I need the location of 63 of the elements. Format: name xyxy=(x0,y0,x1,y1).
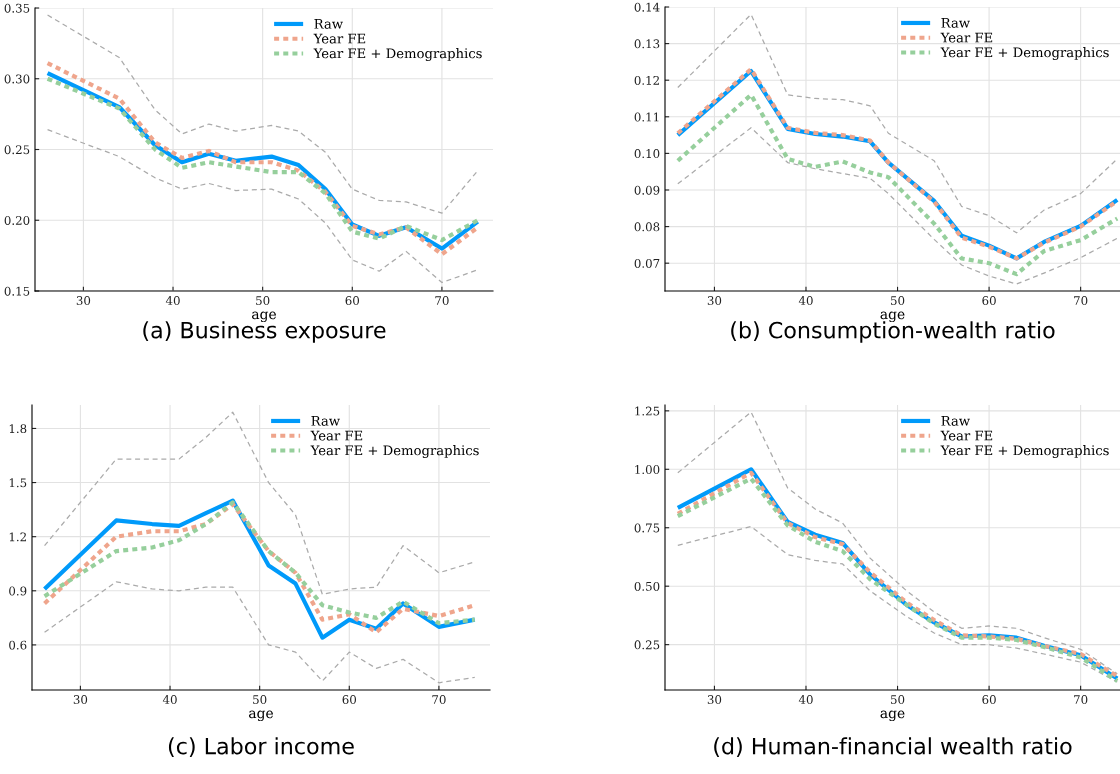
y-tick-label: 1.25 xyxy=(635,406,660,416)
x-tick-label: 60 xyxy=(345,296,360,305)
x-tick-label: 50 xyxy=(891,695,905,704)
y-tick-label: 0.30 xyxy=(4,74,30,84)
legend-label: Raw xyxy=(941,17,970,28)
y-tick-label: 0.09 xyxy=(634,185,660,195)
x-tick-label: 70 xyxy=(1074,296,1088,305)
x-tick-label: 60 xyxy=(982,296,996,305)
x-tick-label: 40 xyxy=(165,296,180,305)
y-tick-label: 0.11 xyxy=(634,112,659,122)
y-tick-label: 0.75 xyxy=(634,523,660,533)
legend-label: Year FE xyxy=(310,430,363,441)
legend-label: Year FE xyxy=(940,32,993,43)
legend-label: Raw xyxy=(314,18,343,29)
x-tick-label: 30 xyxy=(707,695,722,704)
y-tick-label: 1.8 xyxy=(9,424,27,434)
x-axis-title: age xyxy=(252,311,276,323)
y-tick-label: 0.15 xyxy=(4,286,30,296)
x-tick-label: 30 xyxy=(73,695,88,704)
y-tick-label: 0.08 xyxy=(634,222,660,232)
y-tick-label: 0.25 xyxy=(4,145,30,155)
x-tick-label: 70 xyxy=(432,695,446,704)
legend-label: Year FE + Demographics xyxy=(940,445,1109,459)
x-tick-label: 60 xyxy=(982,695,996,704)
x-tick-label: 50 xyxy=(891,296,905,305)
x-tick-label: 60 xyxy=(342,695,357,704)
y-tick-label: 0.35 xyxy=(4,3,30,13)
legend-label: Year FE + Demographics xyxy=(940,47,1109,61)
y-tick-label: 0.12 xyxy=(634,75,659,85)
y-tick-label: 0.10 xyxy=(634,149,660,159)
x-tick-label: 50 xyxy=(253,695,267,704)
y-tick-label: 0.9 xyxy=(9,586,27,596)
x-axis-title: age xyxy=(880,710,905,722)
text: (b) Consumption-wealth ratio xyxy=(731,321,1055,343)
text: (a) Business exposure xyxy=(143,321,386,343)
y-tick-label: 0.50 xyxy=(634,581,660,591)
x-tick-label: 70 xyxy=(435,296,449,305)
y-tick-label: 0.07 xyxy=(634,258,660,268)
x-tick-label: 40 xyxy=(162,695,177,704)
text: (d) Human-financial wealth ratio xyxy=(714,737,1072,758)
legend-label: Year FE + Demographics xyxy=(313,48,482,62)
text: (c) Labor income xyxy=(168,737,354,758)
y-tick-label: 1.00 xyxy=(635,465,660,474)
legend-label: Year FE xyxy=(940,430,993,441)
legend-label: Year FE xyxy=(313,33,366,44)
x-axis-title: age xyxy=(880,311,905,323)
legend-label: Raw xyxy=(941,415,970,426)
x-axis-title: age xyxy=(249,710,273,722)
y-tick-label: 0.20 xyxy=(4,215,30,225)
x-tick-label: 40 xyxy=(798,695,813,704)
y-tick-label: 0.6 xyxy=(9,640,27,650)
y-tick-label: 0.14 xyxy=(634,2,660,12)
x-tick-label: 40 xyxy=(798,296,813,305)
legend-label: Year FE + Demographics xyxy=(310,445,479,459)
x-tick-label: 50 xyxy=(256,296,270,305)
y-tick-label: 1.5 xyxy=(9,478,27,488)
x-tick-label: 30 xyxy=(76,296,91,305)
y-tick-label: 0.13 xyxy=(634,39,660,49)
legend-label: Raw xyxy=(311,415,340,426)
x-tick-label: 70 xyxy=(1074,695,1088,704)
y-tick-label: 0.25 xyxy=(634,640,660,650)
y-tick-label: 1.2 xyxy=(9,532,26,542)
x-tick-label: 30 xyxy=(707,296,722,305)
